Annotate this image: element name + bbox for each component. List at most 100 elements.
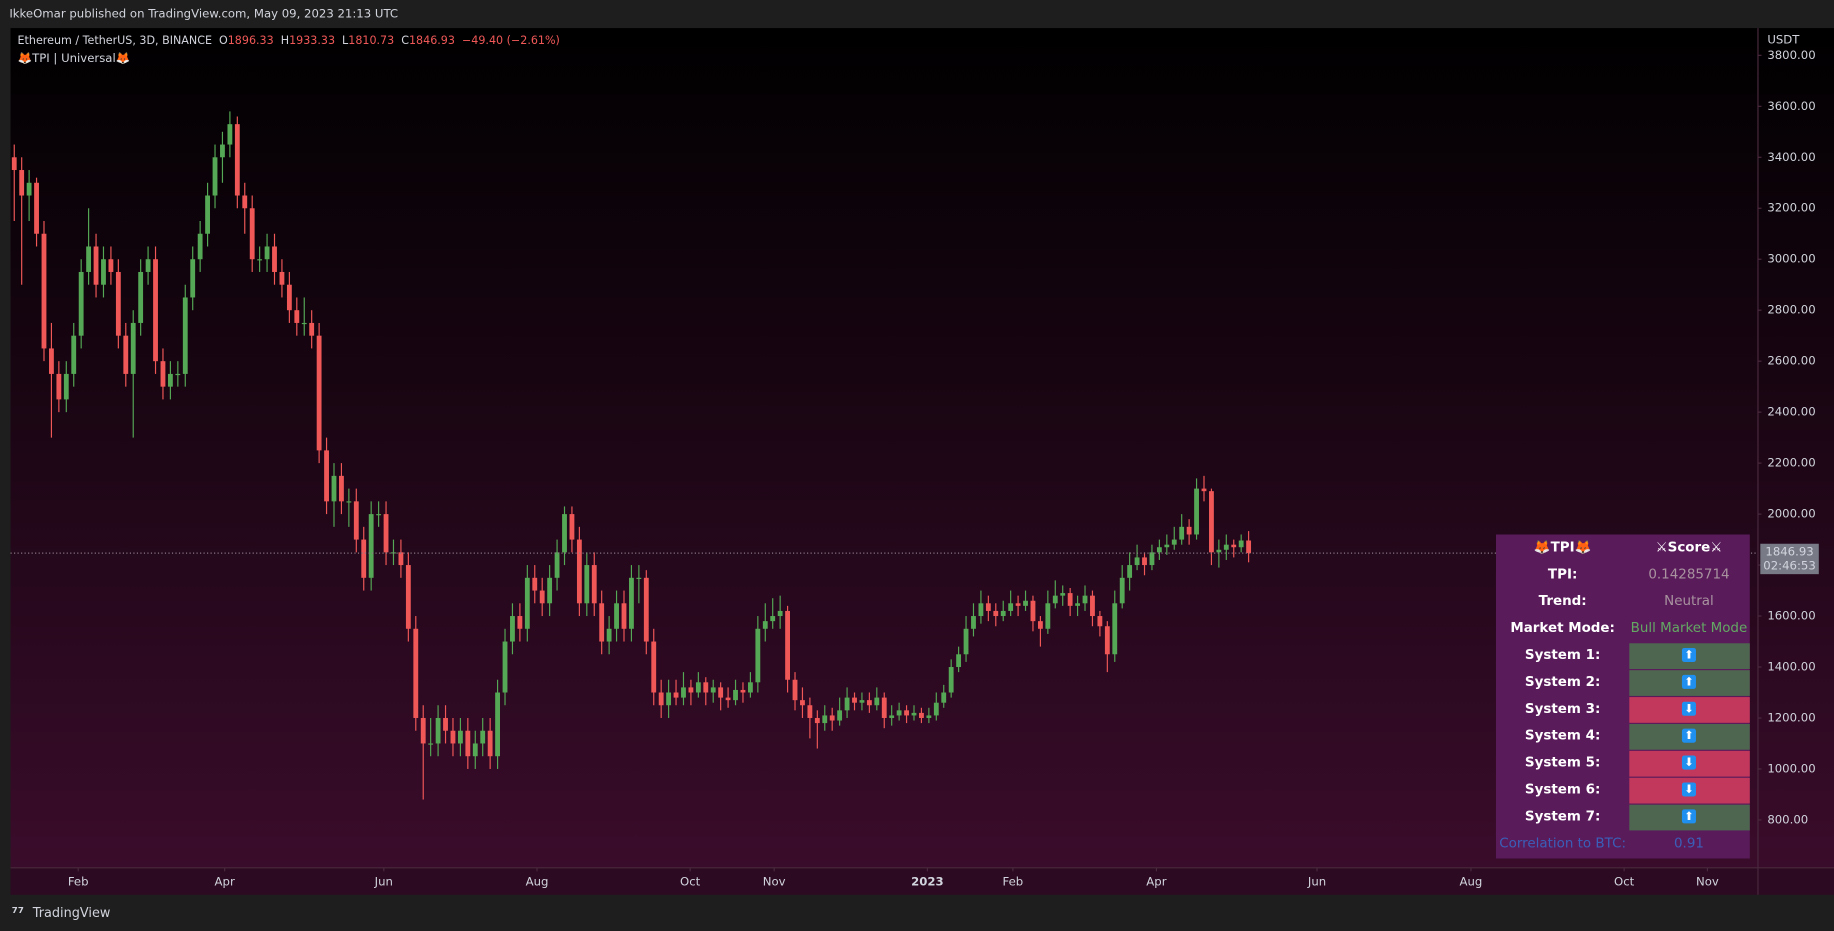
candle-body <box>1238 540 1244 548</box>
candle-body <box>993 610 999 617</box>
candle-body <box>1119 577 1125 604</box>
candle-body <box>1194 488 1199 535</box>
candle-body <box>160 361 166 387</box>
candle-body <box>1052 595 1058 604</box>
candle-body <box>569 514 575 540</box>
candle-body <box>1171 539 1177 545</box>
candle-body <box>881 697 887 718</box>
candle-body <box>443 717 448 731</box>
candle-body <box>666 692 672 706</box>
candle-body <box>108 259 114 272</box>
candle-body <box>629 577 634 629</box>
candle-body <box>316 335 322 451</box>
signal: ⬇ <box>1684 701 1694 715</box>
candle-body <box>138 271 144 323</box>
candle-body <box>524 577 530 629</box>
price-label: 1846.93 <box>1765 544 1813 558</box>
x-tick-label: Feb <box>1003 874 1024 888</box>
candle-body <box>866 700 872 706</box>
candle-body <box>844 697 850 711</box>
candle-body <box>78 271 84 336</box>
candle-body <box>1097 616 1103 627</box>
publish-info: IkkeOmar published on TradingView.com, M… <box>9 7 398 21</box>
signal-icon <box>1681 782 1696 797</box>
x-tick-label: Apr <box>1146 874 1166 888</box>
candle-body <box>1134 557 1140 566</box>
legend: Ethereum / TetherUS, 3D, BINANCE O1896.33… <box>18 34 560 47</box>
y-tick-label: 3600.00 <box>1767 99 1815 113</box>
candle-body <box>985 603 991 611</box>
candle-body <box>405 565 411 629</box>
candle-body <box>1186 526 1192 535</box>
candle-body <box>234 124 240 196</box>
candle-body <box>502 641 508 693</box>
candle-body <box>1104 626 1110 655</box>
candle-body <box>19 170 25 196</box>
logo: ⁷⁷ <box>12 905 24 921</box>
candle-body <box>762 621 768 629</box>
indicator-name: 🦊TPI | Universal🦊 <box>18 51 131 65</box>
candle-body <box>725 697 731 701</box>
time-axis <box>10 867 1834 895</box>
candle-body <box>495 692 500 757</box>
candle-body <box>651 641 657 693</box>
signal: ⬇ <box>1684 782 1694 796</box>
candle-body <box>911 712 917 716</box>
candle-body <box>249 208 255 260</box>
candle-body <box>420 717 426 744</box>
row-value: Neutral <box>1664 594 1714 609</box>
x-tick-label: Nov <box>1696 874 1719 888</box>
candle-body <box>1037 621 1043 629</box>
candle-body <box>1082 595 1088 604</box>
candle-body <box>673 692 679 698</box>
candle-body <box>539 590 545 604</box>
candle-body <box>212 157 218 196</box>
candle-body <box>777 610 783 617</box>
candle-body <box>852 697 857 703</box>
signal: ⬆ <box>1684 674 1694 688</box>
candle-body <box>554 552 560 578</box>
candle-body <box>324 450 329 502</box>
y-tick-label: 3000.00 <box>1767 252 1815 266</box>
candle-body <box>1023 600 1028 606</box>
candle-body <box>472 743 478 757</box>
x-tick-label: Nov <box>763 874 786 888</box>
system-label: System 7: <box>1525 809 1600 824</box>
candle-body <box>49 348 54 374</box>
candle-body <box>26 182 32 196</box>
candle-body <box>1075 603 1081 606</box>
signal: ⬇ <box>1684 755 1694 769</box>
candle-body <box>971 616 976 629</box>
candle-body <box>1008 603 1014 611</box>
row-label: TPI: <box>1548 567 1577 582</box>
y-tick-label: 3400.00 <box>1767 150 1815 164</box>
candle-body <box>1112 603 1118 655</box>
x-tick-label: Apr <box>215 874 235 888</box>
candle-body <box>130 322 136 374</box>
y-tick-label: 2200.00 <box>1767 456 1815 470</box>
candle-body <box>770 616 776 622</box>
system-label: System 6: <box>1525 782 1600 797</box>
y-tick-label: 2000.00 <box>1767 507 1815 521</box>
candle-body <box>1090 595 1095 617</box>
candle-body <box>584 565 590 604</box>
candle-body <box>123 335 129 374</box>
x-tick-label: Feb <box>68 874 89 888</box>
candle-body <box>339 475 344 502</box>
candle-body <box>510 616 515 642</box>
x-tick-label: Jun <box>1307 874 1326 888</box>
y-tick-label: 2400.00 <box>1767 405 1815 419</box>
price-label-box <box>1760 543 1819 575</box>
candle-body <box>1231 544 1237 548</box>
candle-body <box>286 284 292 311</box>
change: −49.40 (−2.61%) <box>462 34 560 47</box>
candle-body <box>93 246 99 285</box>
candle-body <box>814 717 820 724</box>
candle-body <box>428 743 434 745</box>
candle-body <box>101 259 106 285</box>
signal-icon <box>1681 701 1696 716</box>
table-header: ⚔Score⚔ <box>1656 540 1723 555</box>
candle-body <box>190 259 196 298</box>
row-label: Market Mode: <box>1510 621 1615 636</box>
signal: ⬆ <box>1684 647 1694 661</box>
